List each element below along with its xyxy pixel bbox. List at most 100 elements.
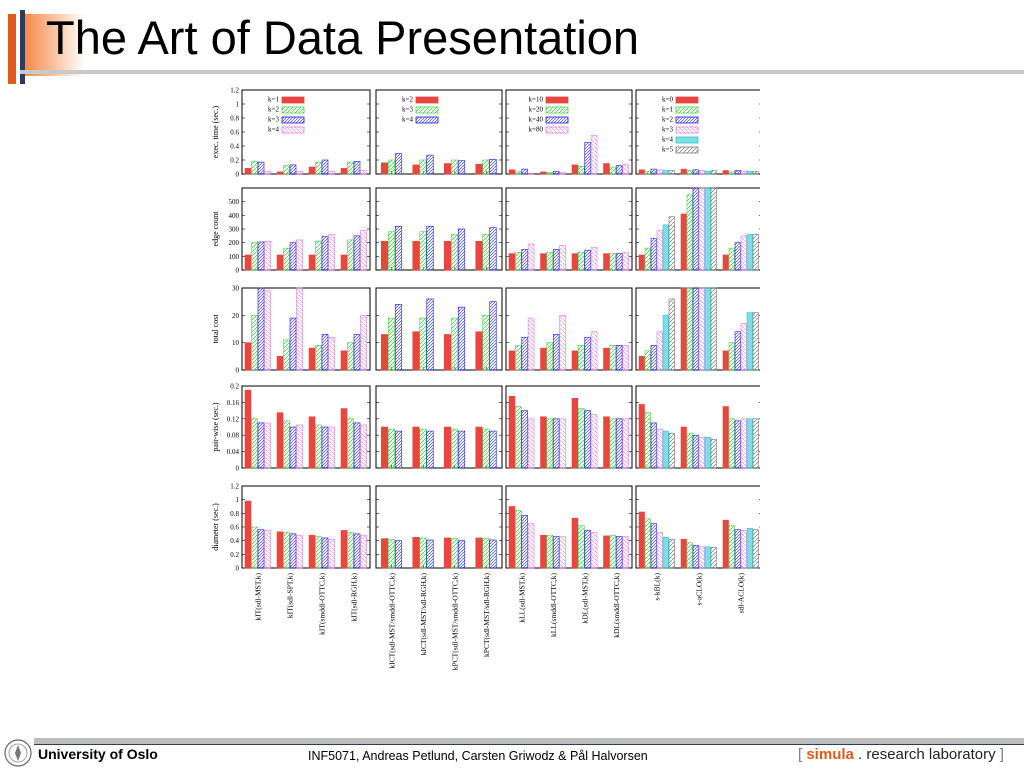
chart-panel: k=1 k=2 k=3 k=4	[241, 89, 371, 175]
title-accent-bar-orange	[8, 14, 16, 84]
bar	[482, 315, 490, 371]
title-divider	[20, 70, 1024, 74]
legend-label: k=3	[402, 106, 413, 114]
bar	[615, 165, 623, 175]
simula-logo-bracket-close: ]	[999, 746, 1004, 763]
bar	[734, 420, 741, 469]
legend-swatch	[545, 116, 569, 124]
bar	[394, 153, 403, 175]
bar	[584, 410, 591, 469]
bar	[638, 169, 645, 175]
bar	[353, 533, 361, 569]
bar	[578, 345, 585, 371]
bar	[276, 356, 284, 371]
bar	[276, 254, 284, 271]
bar	[704, 436, 711, 469]
bar	[546, 534, 554, 569]
bar	[412, 241, 420, 271]
bar	[450, 234, 459, 271]
chart-panel	[241, 287, 371, 371]
x-category-label: s-aCLO(k)	[695, 573, 704, 606]
bar	[546, 418, 554, 469]
bar	[571, 397, 579, 469]
bar	[590, 414, 598, 469]
chart-panel	[505, 287, 633, 371]
chart-panel	[635, 187, 760, 271]
bar	[347, 418, 354, 469]
simula-logo: [ simula . research laboratory ]	[798, 746, 1004, 763]
y-tick-label: 30	[232, 285, 240, 293]
bar	[692, 169, 699, 175]
bar	[340, 350, 348, 371]
footer-university-name: University of Oslo	[38, 746, 158, 762]
bar	[308, 416, 316, 469]
bar	[489, 301, 497, 371]
bar	[419, 537, 427, 569]
bar	[704, 170, 711, 175]
bar	[321, 236, 329, 271]
bar	[698, 170, 705, 175]
bar	[746, 170, 753, 175]
bar	[257, 422, 265, 469]
x-category-label: kICT(sdl-MST/sdl-RGH,k)	[419, 573, 428, 656]
panel-frame	[505, 89, 633, 175]
bar	[244, 254, 252, 271]
chart-panel	[635, 485, 760, 569]
bar	[340, 530, 348, 569]
bar	[450, 159, 459, 175]
y-tick-label: 1.2	[230, 483, 239, 491]
bar	[644, 412, 651, 469]
bar	[680, 538, 687, 569]
bar	[482, 428, 490, 469]
legend-swatch	[545, 106, 569, 114]
bar	[722, 254, 729, 271]
bar	[308, 166, 316, 175]
bar	[426, 298, 434, 371]
bar	[662, 224, 669, 271]
bar	[603, 535, 610, 569]
bar	[315, 241, 322, 271]
bar	[590, 135, 598, 175]
y-tick-label: 0.08	[227, 432, 240, 440]
bar	[515, 345, 522, 371]
bar	[251, 161, 258, 175]
x-category-label: kDL(smddl-OTTC,k)	[612, 573, 621, 638]
bar	[546, 172, 554, 175]
bar	[419, 428, 427, 469]
bar	[752, 234, 759, 271]
bar	[426, 539, 434, 569]
y-tick-label: 0	[236, 267, 240, 275]
bar	[457, 228, 466, 271]
bar	[276, 531, 284, 569]
y-tick-label: 0	[236, 465, 240, 473]
bar	[698, 287, 705, 371]
legend-label: k=10	[529, 96, 544, 104]
bar	[698, 187, 705, 271]
bar	[698, 546, 705, 569]
bar	[296, 534, 303, 569]
chart-panel	[375, 385, 503, 469]
bar	[475, 537, 483, 569]
bar	[251, 526, 258, 569]
bar	[680, 426, 687, 469]
bar	[609, 418, 617, 469]
footer-course-credits: INF5071, Andreas Petlund, Carsten Griwod…	[308, 749, 648, 763]
bar	[426, 430, 434, 469]
bar	[559, 245, 566, 271]
bar	[508, 506, 516, 569]
y-tick-label: 0.8	[230, 115, 239, 123]
bar	[360, 534, 367, 569]
bar	[668, 432, 675, 469]
bar	[622, 251, 629, 271]
bar	[394, 304, 403, 371]
bar	[710, 287, 717, 371]
bar	[283, 420, 290, 469]
footer-divider	[34, 738, 1024, 744]
chart-panel	[635, 287, 760, 371]
bar	[380, 334, 389, 371]
bar	[559, 315, 566, 371]
bar	[650, 523, 657, 569]
bar	[347, 161, 354, 175]
chart-panel	[505, 385, 633, 469]
legend-label: k=0	[662, 96, 673, 104]
